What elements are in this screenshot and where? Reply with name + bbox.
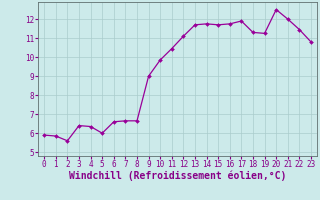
X-axis label: Windchill (Refroidissement éolien,°C): Windchill (Refroidissement éolien,°C) <box>69 171 286 181</box>
